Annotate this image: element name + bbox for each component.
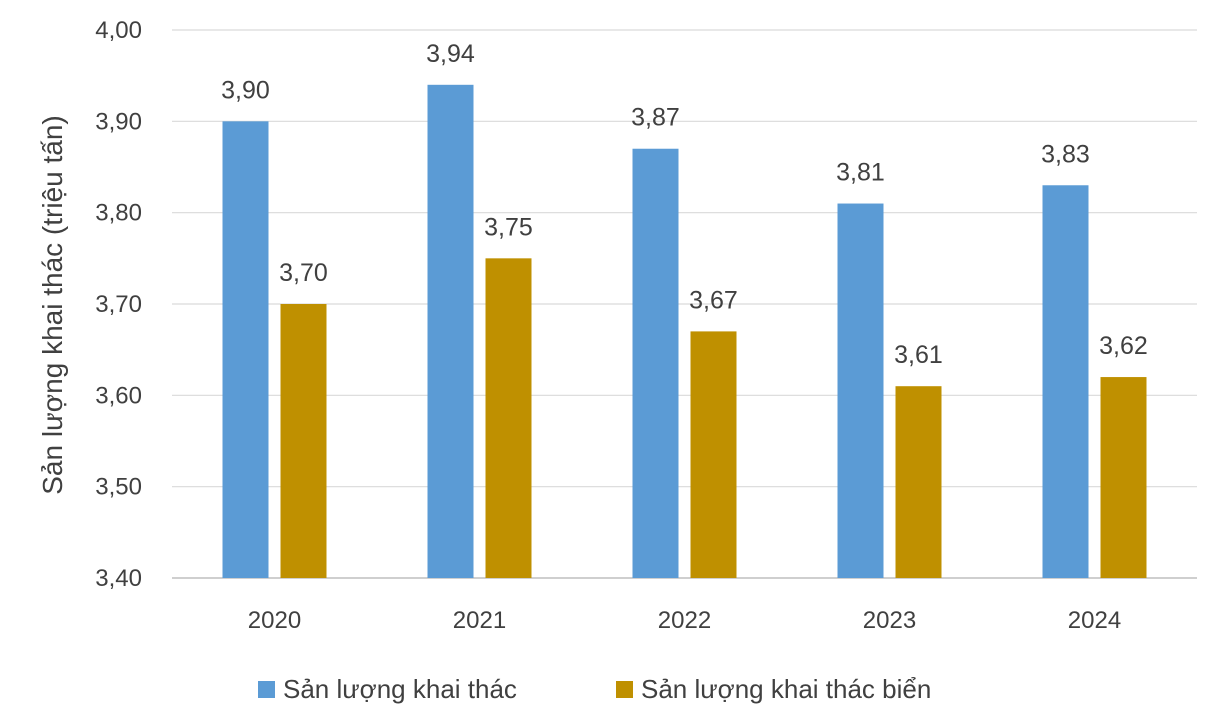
y-axis-label: Sản lượng khai thác (triệu tấn) <box>37 115 68 495</box>
data-label: 3,94 <box>426 40 475 68</box>
y-tick-label: 3,80 <box>95 200 142 227</box>
y-tick-label: 3,50 <box>95 474 142 501</box>
x-tick-label: 2020 <box>248 607 301 634</box>
bar-khai-thac <box>1042 185 1089 578</box>
data-label: 3,61 <box>894 341 943 369</box>
y-tick-label: 3,60 <box>95 382 142 409</box>
data-label: 3,81 <box>836 159 885 187</box>
legend: Sản lượng khai thác Sản lượng khai thác b… <box>258 674 931 704</box>
x-tick-label: 2024 <box>1068 607 1121 634</box>
x-axis-ticks: 2020 2021 2022 2023 2024 <box>248 607 1121 634</box>
bar-khai-thac-bien <box>1100 377 1147 578</box>
y-tick-label: 3,40 <box>95 565 142 592</box>
bar-khai-thac-bien <box>690 331 737 578</box>
x-tick-label: 2023 <box>863 607 916 634</box>
data-label: 3,90 <box>221 76 270 104</box>
bar-khai-thac-bien <box>280 304 327 578</box>
x-tick-label: 2022 <box>658 607 711 634</box>
legend-label: Sản lượng khai thác <box>283 674 517 704</box>
data-label: 3,75 <box>484 213 533 241</box>
bars <box>222 84 1147 579</box>
bar-khai-thac <box>427 84 474 579</box>
bar-khai-thac <box>632 148 679 578</box>
legend-swatch <box>258 681 275 698</box>
data-label: 3,83 <box>1041 140 1090 168</box>
gridlines <box>172 29 1197 579</box>
legend-label: Sản lượng khai thác biển <box>641 674 931 704</box>
bar-khai-thac-bien <box>895 386 942 578</box>
y-tick-label: 4,00 <box>95 17 142 44</box>
y-tick-label: 3,70 <box>95 291 142 318</box>
legend-swatch <box>616 681 633 698</box>
bar-khai-thac <box>222 121 269 578</box>
y-axis-ticks: 3,40 3,50 3,60 3,70 3,80 3,90 4,00 <box>95 17 142 592</box>
x-tick-label: 2021 <box>453 607 506 634</box>
data-label: 3,87 <box>631 104 680 132</box>
data-label: 3,62 <box>1099 332 1148 360</box>
data-labels: 3,90 3,70 3,94 3,75 3,87 3,67 3,81 3,61 3,83 3,62 <box>221 40 1148 369</box>
bar-khai-thac-bien <box>485 258 532 578</box>
data-label: 3,70 <box>279 259 328 287</box>
bar-khai-thac <box>837 203 884 579</box>
data-label: 3,67 <box>689 286 738 314</box>
y-tick-label: 3,90 <box>95 108 142 135</box>
